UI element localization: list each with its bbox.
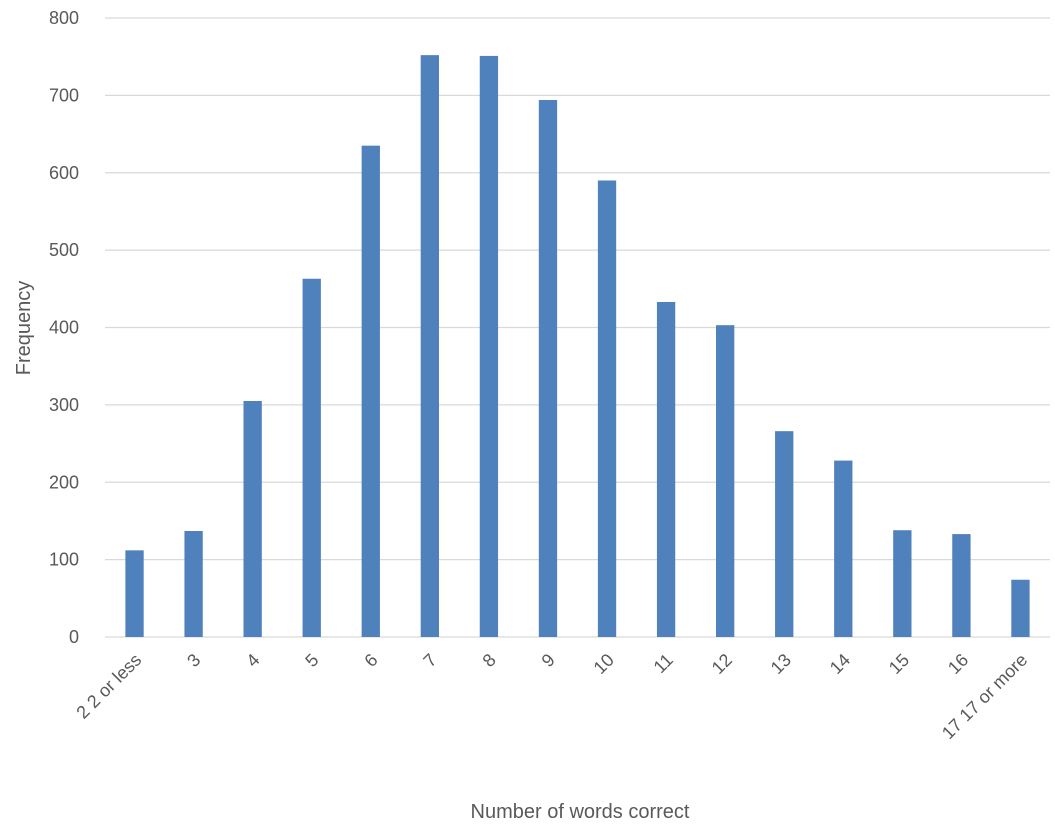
y-tick-label: 200 (49, 472, 79, 492)
y-tick-label: 700 (49, 85, 79, 105)
y-tick-label: 400 (49, 318, 79, 338)
bar (538, 100, 558, 637)
x-tick-label: 12 (708, 650, 736, 678)
x-tick-label: 16 (944, 650, 972, 678)
bar (656, 301, 676, 637)
gridlines (105, 17, 1050, 638)
y-tick-label: 100 (49, 550, 79, 570)
x-tick-label: 5 (301, 650, 322, 671)
y-axis-title: Frequency (13, 281, 35, 376)
x-tick-label: 14 (826, 650, 854, 678)
x-tick-label: 10 (590, 650, 618, 678)
x-tick-label: 3 (183, 650, 204, 671)
y-tick-labels: 0 100 200 300 400 500 600 700 800 (49, 8, 79, 647)
bars (125, 55, 1030, 638)
y-tick-label: 600 (49, 163, 79, 183)
bar (125, 550, 144, 637)
x-axis-title: Number of words correct (471, 801, 690, 823)
bar (361, 145, 380, 637)
bar (243, 401, 262, 637)
bar (302, 278, 321, 637)
y-tick-label: 300 (49, 395, 79, 415)
bar (834, 460, 853, 637)
y-tick-label: 0 (69, 627, 79, 647)
x-tick-label: 6 (360, 650, 381, 671)
x-tick-label: 2 2 or less (72, 650, 145, 723)
bar (479, 55, 499, 637)
x-tick-label: 7 (419, 650, 440, 671)
x-tick-label: 9 (538, 650, 559, 671)
bar (184, 530, 203, 637)
bar (893, 530, 912, 637)
y-tick-label: 500 (49, 240, 79, 260)
bar (952, 534, 971, 637)
bar (597, 180, 617, 638)
y-tick-label: 800 (49, 8, 79, 28)
bar (775, 431, 794, 637)
x-tick-label: 4 (242, 650, 263, 671)
x-tick-label: 13 (767, 650, 795, 678)
x-tick-label: 11 (650, 650, 677, 677)
bar (1011, 579, 1030, 637)
bar (716, 325, 735, 637)
x-tick-label: 8 (479, 650, 500, 671)
bar (420, 55, 439, 637)
x-tick-label: 15 (885, 650, 913, 678)
